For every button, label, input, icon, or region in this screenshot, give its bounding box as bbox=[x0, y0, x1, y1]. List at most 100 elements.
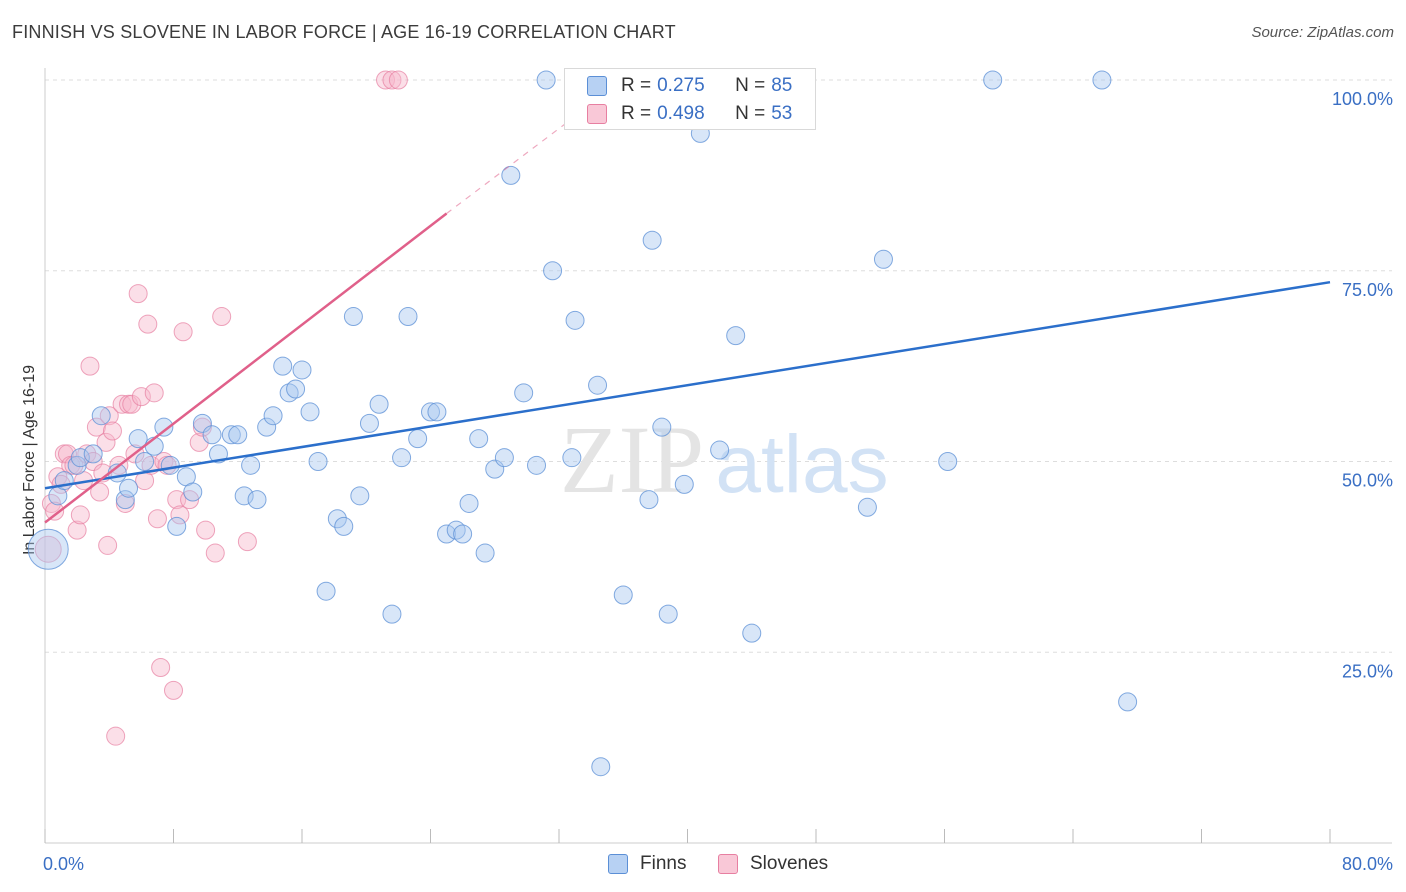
finns-point-52 bbox=[475, 543, 495, 563]
finns-point-76 bbox=[857, 497, 877, 517]
finns-points bbox=[27, 70, 1138, 777]
stats-row-finns: R = 0.275 N = 85 bbox=[565, 71, 792, 101]
slovenes-point-52 bbox=[388, 70, 408, 90]
axis-layer bbox=[44, 68, 1392, 844]
slovenes-point-19 bbox=[98, 535, 118, 555]
finns-point-3 bbox=[67, 455, 87, 475]
finns-point-11 bbox=[135, 452, 155, 471]
slovenes-point-9 bbox=[67, 520, 87, 540]
slovenes-point-18 bbox=[96, 432, 116, 452]
finns-point-32 bbox=[300, 402, 320, 422]
slovenes-point-41 bbox=[170, 505, 190, 525]
legend-finns-swatch bbox=[608, 854, 628, 874]
finns-point-46 bbox=[427, 402, 447, 422]
slovenes-point-20 bbox=[99, 406, 119, 426]
slovenes-point-47 bbox=[205, 543, 225, 563]
slovenes-r-value: 0.498 bbox=[657, 103, 705, 124]
slovenes-point-42 bbox=[173, 322, 193, 342]
finns-r-label: R = bbox=[621, 75, 652, 96]
y-tick-label-50: 50.0% bbox=[1342, 471, 1393, 491]
slovenes-point-51 bbox=[382, 70, 402, 90]
slovenes-point-21 bbox=[102, 421, 122, 441]
finns-n-value: 85 bbox=[771, 75, 793, 96]
slovenes-point-13 bbox=[80, 356, 100, 376]
finns-point-19 bbox=[202, 425, 222, 445]
legend-item-finns[interactable]: Finns bbox=[608, 853, 686, 875]
slovenes-point-39 bbox=[164, 680, 183, 700]
grid-layer bbox=[45, 79, 1392, 653]
finns-point-75 bbox=[742, 623, 762, 643]
stats-row-slovenes: R = 0.498 N = 53 bbox=[565, 99, 792, 129]
finns-point-44 bbox=[408, 429, 428, 449]
finns-point-25 bbox=[247, 490, 267, 510]
watermark-zip: ZIP bbox=[560, 406, 704, 513]
finns-point-54 bbox=[494, 448, 514, 468]
slovenes-point-34 bbox=[144, 383, 164, 403]
finns-point-26 bbox=[257, 417, 277, 437]
finns-point-77 bbox=[873, 249, 893, 269]
finns-point-63 bbox=[588, 375, 608, 395]
finns-point-28 bbox=[273, 356, 293, 376]
legend-item-slovenes[interactable]: Slovenes bbox=[718, 853, 828, 875]
finns-point-22 bbox=[228, 425, 248, 445]
axis-tick-labels: 25.0% 50.0% 75.0% 100.0% 0.0% 80.0% bbox=[43, 89, 1393, 874]
finns-point-23 bbox=[234, 486, 254, 506]
watermark-atlas: atlas bbox=[715, 419, 888, 510]
bottom-legend: Finns Slovenes bbox=[0, 850, 1406, 880]
finns-point-74 bbox=[726, 326, 746, 346]
finns-point-20 bbox=[208, 444, 228, 464]
slovenes-point-32 bbox=[138, 314, 158, 334]
slovenes-point-43 bbox=[180, 490, 200, 510]
finns-point-13 bbox=[154, 417, 174, 437]
finns-point-30 bbox=[286, 379, 306, 399]
finns-point-57 bbox=[527, 455, 547, 475]
finns-point-8 bbox=[115, 490, 135, 510]
legend-slovenes-swatch bbox=[718, 854, 738, 874]
finns-point-21 bbox=[221, 425, 241, 445]
chart-source: Source: ZipAtlas.com bbox=[1251, 24, 1394, 41]
finns-point-5 bbox=[83, 444, 103, 464]
finns-point-49 bbox=[453, 524, 473, 544]
finns-point-9 bbox=[119, 478, 139, 498]
finns-point-36 bbox=[334, 516, 354, 536]
finns-point-39 bbox=[359, 413, 379, 433]
finns-point-4 bbox=[70, 448, 90, 468]
slovenes-trend-line bbox=[44, 212, 448, 524]
slovenes-point-27 bbox=[122, 394, 142, 414]
slovenes-point-0 bbox=[34, 535, 62, 563]
finns-point-67 bbox=[642, 230, 662, 250]
finns-point-14 bbox=[160, 455, 180, 475]
slovenes-point-49 bbox=[237, 532, 257, 552]
finns-point-31 bbox=[292, 360, 312, 380]
y-tick-label-100: 100.0% bbox=[1332, 89, 1393, 109]
finns-point-33 bbox=[308, 452, 328, 471]
finns-point-81 bbox=[1118, 692, 1138, 712]
finns-point-50 bbox=[459, 493, 479, 513]
finns-point-38 bbox=[350, 486, 370, 506]
slovenes-n-value: 53 bbox=[771, 103, 793, 124]
finns-point-64 bbox=[591, 757, 611, 777]
finns-point-43 bbox=[398, 307, 418, 327]
finns-point-51 bbox=[469, 429, 489, 449]
finns-point-34 bbox=[316, 581, 336, 601]
slovenes-swatch bbox=[587, 104, 607, 124]
finns-point-73 bbox=[710, 440, 730, 460]
slovenes-point-36 bbox=[151, 658, 171, 678]
slovenes-point-46 bbox=[196, 520, 216, 540]
finns-point-68 bbox=[652, 417, 672, 437]
finns-point-10 bbox=[128, 429, 148, 449]
finns-point-35 bbox=[327, 509, 347, 529]
finns-point-78 bbox=[938, 452, 958, 471]
finns-point-17 bbox=[183, 482, 203, 502]
slovenes-point-16 bbox=[90, 482, 110, 502]
finns-n-label: N = bbox=[735, 75, 766, 96]
finns-swatch bbox=[587, 76, 607, 96]
finns-point-60 bbox=[562, 448, 582, 468]
finns-point-66 bbox=[639, 490, 659, 510]
slovenes-point-10 bbox=[70, 505, 90, 525]
finns-point-45 bbox=[421, 402, 440, 422]
slovenes-point-15 bbox=[86, 417, 106, 437]
finns-point-41 bbox=[382, 604, 402, 624]
finns-point-59 bbox=[543, 261, 563, 281]
